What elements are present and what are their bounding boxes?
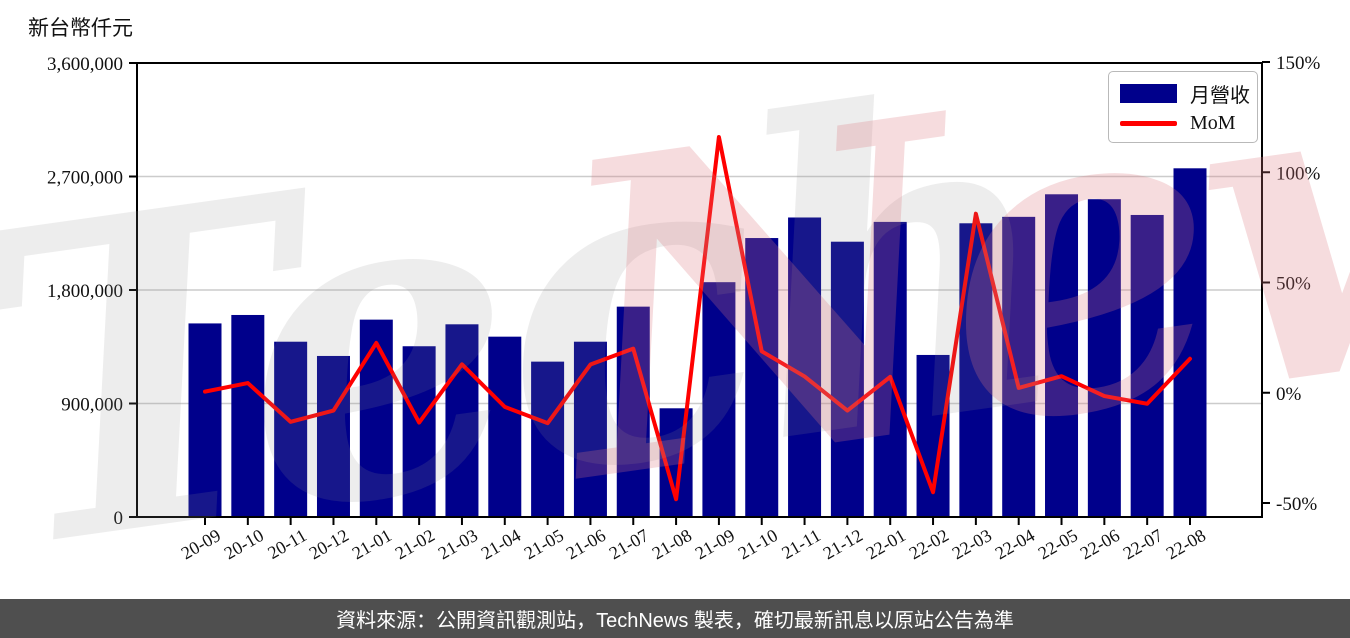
- legend-item-revenue: 月營收: [1109, 79, 1257, 108]
- revenue-bar: [188, 323, 222, 517]
- revenue-bar: [445, 324, 479, 517]
- revenue-bar: [402, 346, 436, 517]
- revenue-bar: [1173, 168, 1207, 517]
- revenue-bar: [1002, 216, 1036, 517]
- source-footer-text: 資料來源：公開資訊觀測站，TechNews 製表，確切最新訊息以原站公告為準: [336, 610, 1014, 632]
- revenue-bar: [616, 306, 650, 517]
- revenue-bar: [788, 217, 822, 517]
- left-tick-label: 900,000: [61, 395, 123, 416]
- revenue-bar: [274, 341, 308, 517]
- left-tick-label: 0: [114, 508, 124, 529]
- revenue-bar: [873, 221, 907, 517]
- legend-item-mom: MoM: [1109, 112, 1257, 135]
- revenue-bar: [745, 238, 779, 517]
- right-tick-label: 50%: [1276, 274, 1311, 295]
- mom-swatch-icon: [1120, 121, 1177, 127]
- left-tick-label: 1,800,000: [47, 281, 123, 302]
- revenue-bar: [830, 241, 864, 517]
- revenue-bar: [573, 341, 607, 517]
- legend: 月營收 MoM: [1108, 71, 1258, 143]
- revenue-bar: [1130, 214, 1164, 518]
- left-tick-label: 2,700,000: [47, 168, 123, 189]
- revenue-bar: [316, 355, 350, 517]
- legend-revenue-label: 月營收: [1190, 84, 1250, 107]
- revenue-bar: [702, 282, 736, 517]
- source-footer: 資料來源：公開資訊觀測站，TechNews 製表，確切最新訊息以原站公告為準: [0, 599, 1350, 638]
- right-tick-label: 150%: [1276, 53, 1321, 74]
- revenue-bar: [531, 361, 565, 517]
- revenue-bar: [488, 336, 522, 517]
- revenue-bar: [1087, 199, 1121, 517]
- revenue-bar: [231, 314, 265, 517]
- revenue-bar: [1045, 194, 1079, 517]
- y-axis-title: 新台幣仟元: [28, 16, 133, 40]
- left-tick-label: 3,600,000: [47, 54, 123, 75]
- revenue-bar: [359, 319, 393, 517]
- right-tick-label: 100%: [1276, 163, 1321, 184]
- right-tick-label: 0%: [1276, 384, 1302, 405]
- revenue-swatch-icon: [1120, 83, 1177, 103]
- legend-mom-label: MoM: [1190, 112, 1236, 135]
- right-tick-label: -50%: [1276, 494, 1317, 515]
- mom-line: [203, 134, 1192, 502]
